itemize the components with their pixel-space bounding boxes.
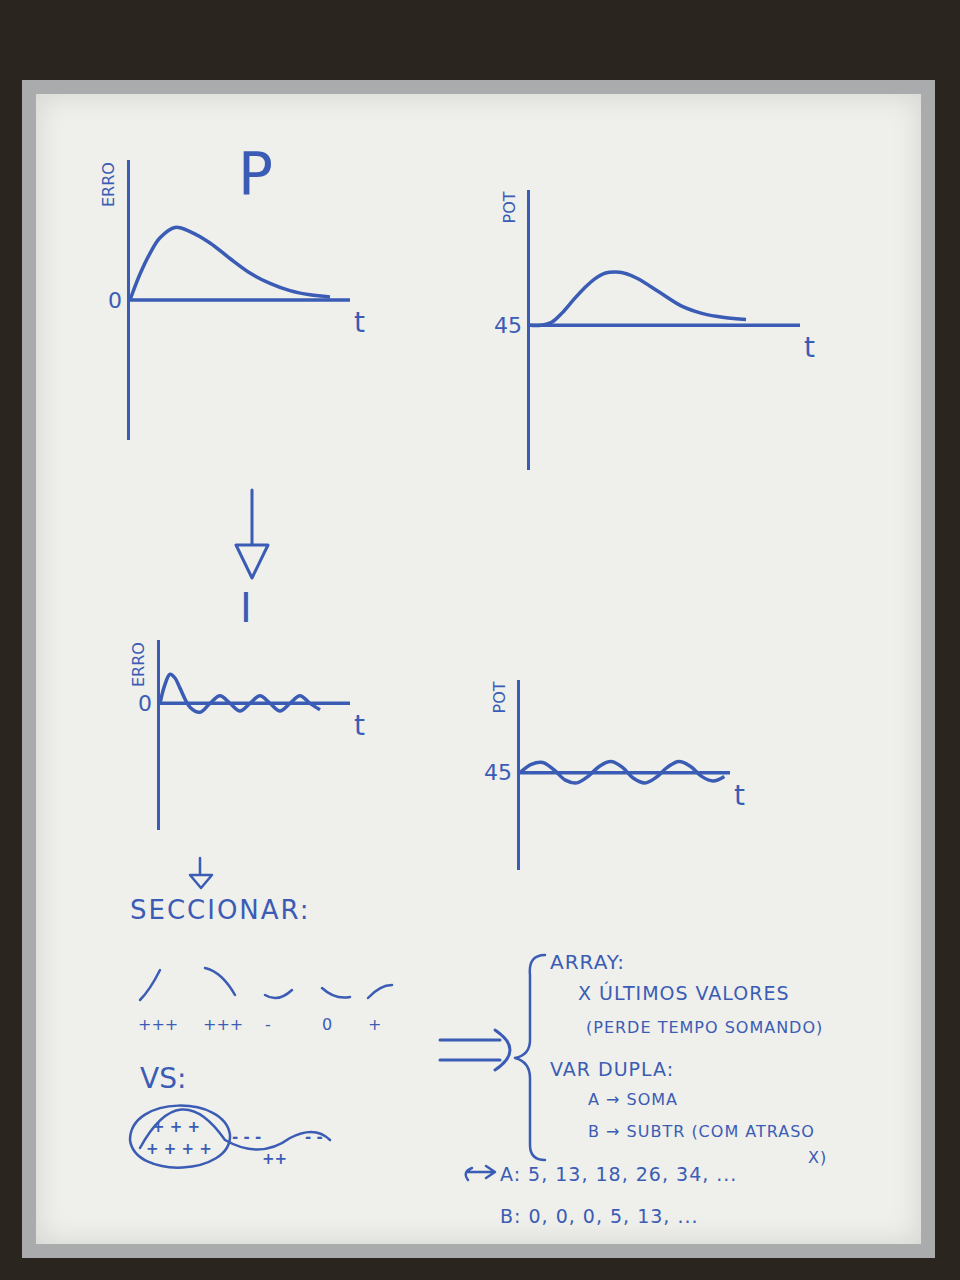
html-text:SECCIONAR:: SECCIONAR: [130,895,311,925]
svg-text:t: t [354,306,365,339]
html-text:ARRAY:: ARRAY: [550,950,626,974]
svg-text:45: 45 [484,760,512,785]
svg-text:POT: POT [490,681,509,713]
html-text:I: I [240,585,252,631]
html-text:(PERDE TEMPO SOMANDO): (PERDE TEMPO SOMANDO) [586,1018,824,1037]
html-text:X ÚLTIMOS VALORES: X ÚLTIMOS VALORES [578,982,790,1004]
svg-text:t: t [354,709,365,742]
svg-text:45: 45 [494,313,522,338]
html-text:VS:: VS: [140,1062,187,1095]
svg-text:0: 0 [108,288,122,313]
html-text:VAR DUPLA:: VAR DUPLA: [550,1058,675,1080]
html-text:X): X) [808,1148,828,1167]
svg-text:t: t [734,779,745,812]
html-text:0: 0 [322,1015,333,1034]
svg-text:t: t [804,331,815,364]
html-text:B → SUBTR (COM ATRASO: B → SUBTR (COM ATRASO [588,1122,815,1141]
svg-text:ERRO: ERRO [99,162,118,207]
svg-text:ERRO: ERRO [129,642,148,687]
html-text:A: 5, 13, 18, 26, 34, ...: A: 5, 13, 18, 26, 34, ... [500,1163,738,1185]
svg-text:POT: POT [500,191,519,223]
html-text:A → SOMA: A → SOMA [588,1090,678,1109]
svg-text:0: 0 [138,691,152,716]
html-text:B: 0, 0, 0, 5, 13, ...: B: 0, 0, 0, 5, 13, ... [500,1205,699,1227]
html-text:P: P [238,140,273,208]
